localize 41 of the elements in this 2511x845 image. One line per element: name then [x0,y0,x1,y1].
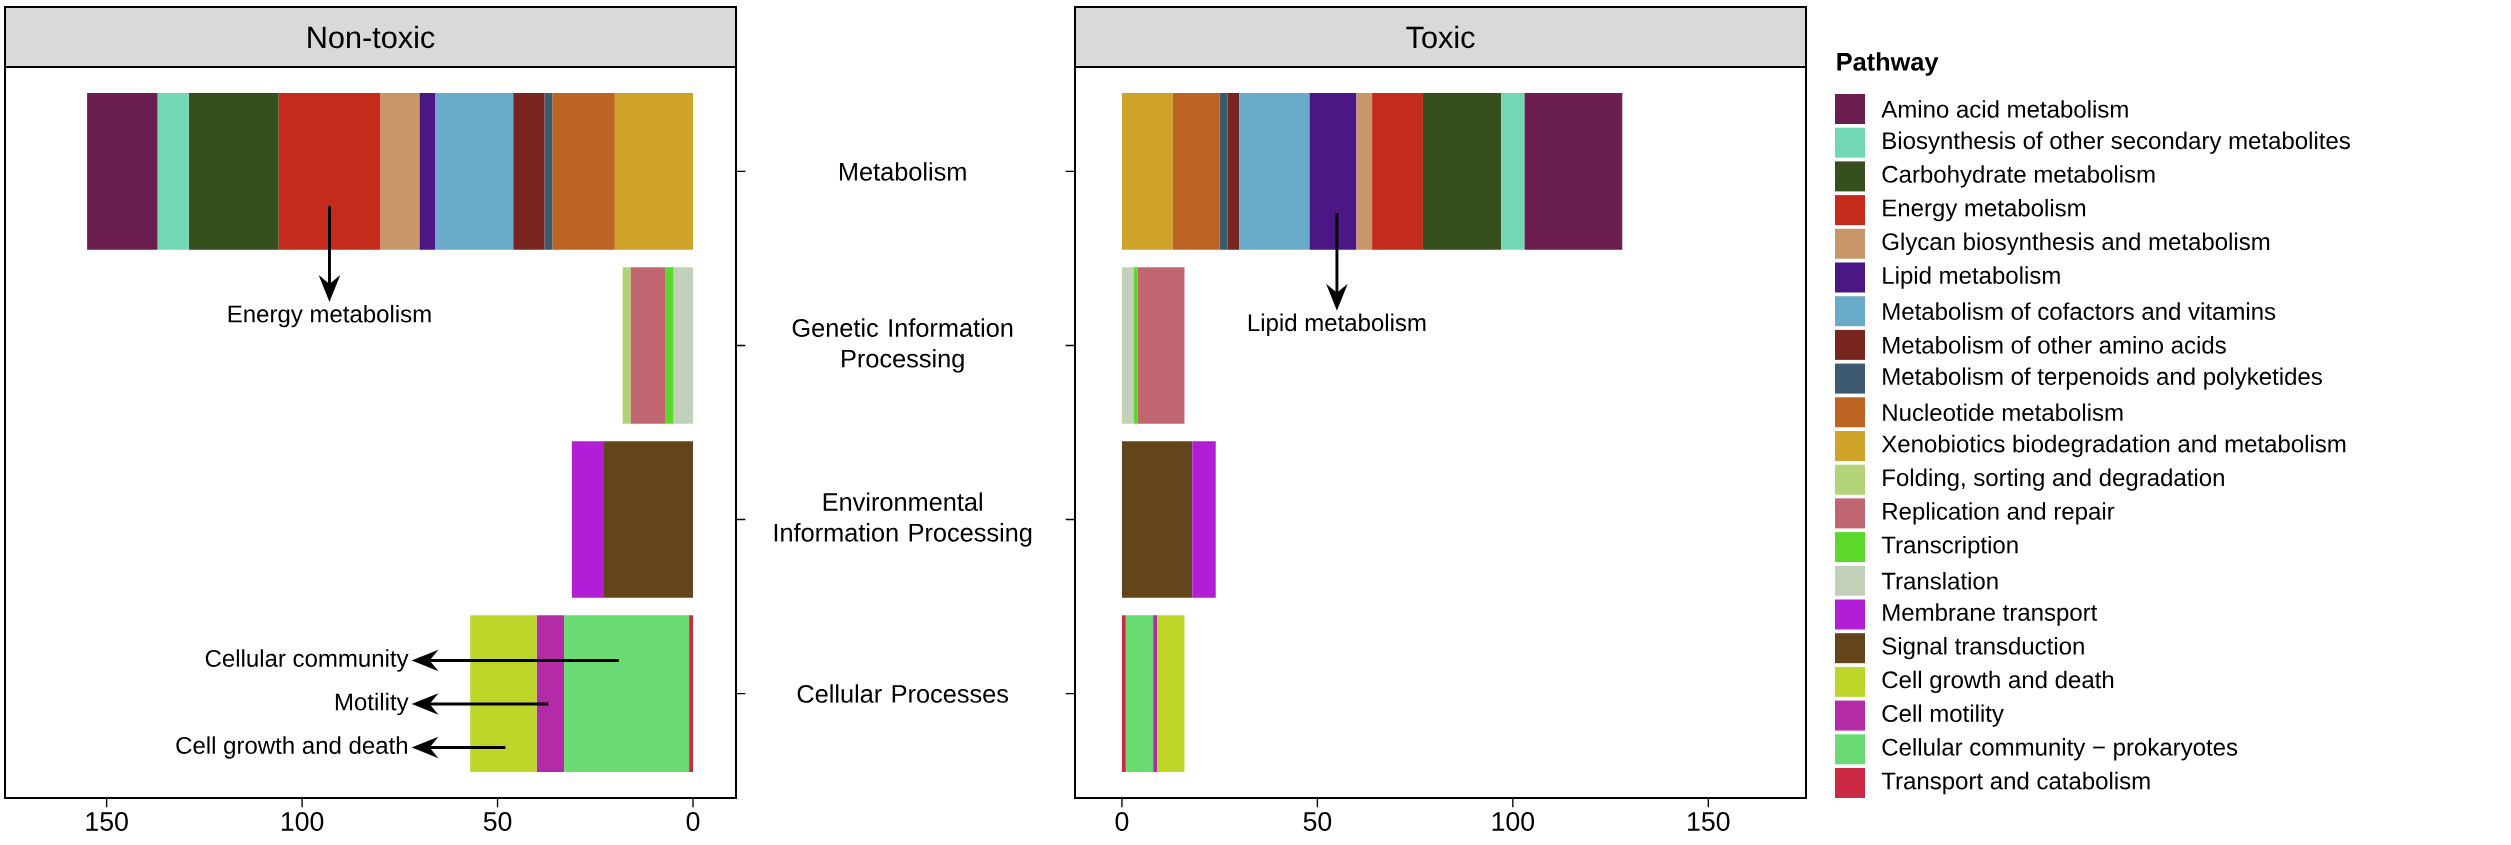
y-tick-label: Cellular Processes [797,684,1009,703]
x-tick-label: 100 [281,812,324,831]
legend-label: Amino acid metabolism [1881,100,2128,118]
annotation: Cell growth and death [176,736,408,759]
x-tick-label: 50 [1303,812,1332,831]
legend-title: Pathway [1837,52,1939,76]
annotation: Cellular community [205,649,409,672]
legend-label: Xenobiotics biodegradation and metabolism [1881,434,2346,458]
legend-label: Translation [1881,571,1998,590]
legend-label: Energy metabolism [1883,198,2086,222]
legend-label: Lipid metabolism [1883,266,2060,289]
legend-label: Transcription [1881,535,2018,559]
x-tick-label: 150 [1688,812,1730,831]
legend-label: Membrane transport [1883,603,2098,626]
legend-label: Folding, sorting and degradation [1883,468,2224,491]
legend-label: Metabolism of cofactors and vitamins [1883,302,2276,320]
legend-label: Signal transduction [1882,636,2084,660]
legend-label: Glycan biosynthesis and metabolism [1882,232,2270,255]
x-tick-label: 100 [1492,812,1535,831]
legend-label: Metabolism of terpenoids and polyketides [1883,367,2322,390]
annotation: Motility [335,692,409,716]
annotation: Lipid metabolism [1248,313,1426,336]
annotation: Energy metabolism [228,304,431,328]
x-tick-label: 0 [1115,812,1129,831]
legend-label: Replication and repair [1883,502,2115,525]
legend-label: Nucleotide metabolism [1883,403,2123,422]
x-tick-label: 50 [483,812,512,831]
legend-label: Cellular community − prokaryotes [1882,738,2238,761]
legend-label: Biosynthesis of other secondary metabolites [1883,131,2350,154]
y-tick-label: Environmental Information Processing [774,492,1032,547]
legend-label: Metabolism of other amino acids [1883,336,2226,354]
legend-label: Carbohydrate metabolism [1882,165,2155,188]
x-tick-label: 150 [86,812,128,831]
legend-label: Cell motility [1882,704,2004,727]
legend-label: Cell growth and death [1882,670,2114,694]
chart-title: Toxic [1406,25,1475,49]
chart-title: Non-toxic [308,25,435,49]
x-tick-label: 0 [686,812,700,831]
y-tick-label: Metabolism [839,162,966,181]
y-tick-label: Genetic Information Processing [792,318,1013,373]
legend-label: Transport and catabolism [1881,771,2150,795]
